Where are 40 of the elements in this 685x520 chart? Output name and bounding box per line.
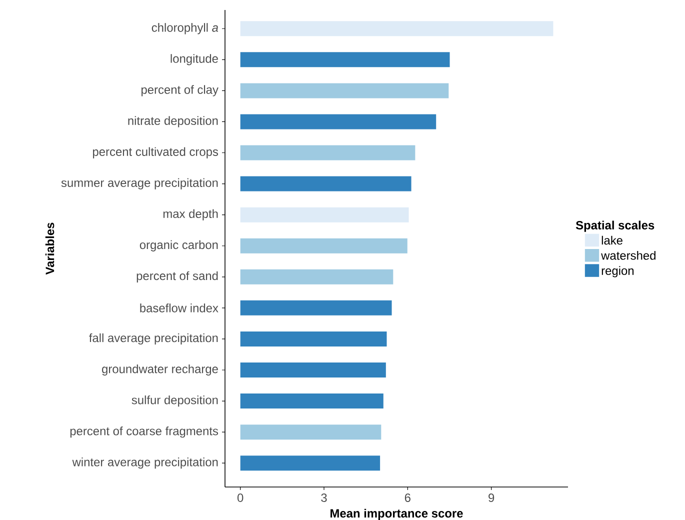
legend-label: region xyxy=(602,266,634,278)
y-tick-label: fall average precipitation xyxy=(89,333,218,345)
y-tick-label: summer average precipitation xyxy=(61,178,218,190)
y-tick-label: winter average precipitation xyxy=(72,458,218,469)
bar xyxy=(240,114,436,130)
legend-label: watershed xyxy=(601,251,656,260)
bar xyxy=(240,456,380,471)
y-tick-label: nitrate deposition xyxy=(128,116,218,128)
y-tick-label: baseflow index xyxy=(140,304,218,312)
bar xyxy=(240,176,412,192)
legend-label: lake xyxy=(602,236,622,245)
y-tick-label: organic carbon xyxy=(140,240,218,252)
bar xyxy=(240,21,554,36)
y-tick-label: max depth xyxy=(163,209,218,220)
x-tick-label: 0 xyxy=(237,494,244,502)
y-tick-label: percent of coarse fragments xyxy=(70,426,218,438)
bar xyxy=(240,362,386,378)
bar xyxy=(240,269,394,284)
y-axis-title: Variables xyxy=(45,222,54,275)
y-tick-label: percent of sand xyxy=(136,271,218,282)
bar xyxy=(240,300,392,316)
y-tick-label: longitude xyxy=(170,54,218,66)
bar xyxy=(240,394,384,409)
y-tick-label: percent of clay xyxy=(142,85,218,96)
x-tick-label: 6 xyxy=(404,494,410,502)
bar xyxy=(240,145,416,160)
x-tick-label: 9 xyxy=(488,494,494,502)
y-tick-label: sulfur deposition xyxy=(132,395,218,407)
bar xyxy=(240,52,450,68)
x-tick-label: 3 xyxy=(321,494,327,502)
bar xyxy=(240,207,409,222)
bar xyxy=(240,331,387,346)
y-tick-label: groundwater recharge xyxy=(102,364,218,376)
bar xyxy=(240,83,449,98)
legend-title: Spatial scales xyxy=(576,220,654,232)
y-tick-label: percent cultivated crops xyxy=(93,147,218,158)
bar xyxy=(240,424,382,440)
y-tick-label: chlorophyll a xyxy=(152,23,218,34)
bar xyxy=(240,238,408,254)
x-axis-title: Mean importance score xyxy=(330,508,463,520)
